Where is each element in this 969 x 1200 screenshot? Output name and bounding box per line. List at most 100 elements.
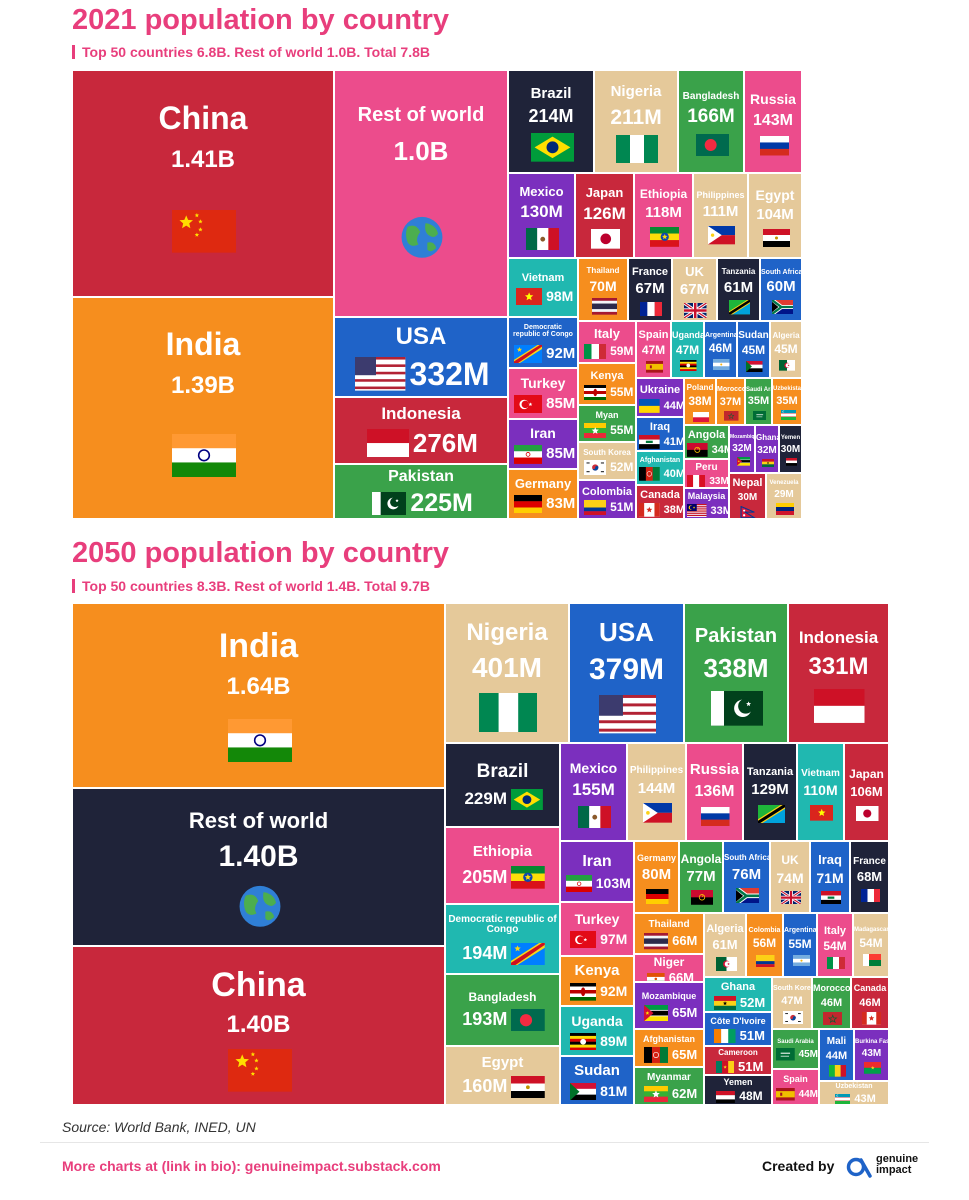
tile-value: 70M <box>589 278 617 295</box>
tile-label: Nepal <box>732 477 763 489</box>
flag-ethiopia-icon <box>510 866 545 889</box>
tile-2050-russia: Russia 136M <box>686 743 743 841</box>
tile-2050-vietnam: Vietnam 110M <box>797 743 844 841</box>
tile-label: Germany <box>514 475 572 491</box>
tile-2050-uzbekistan: Uzbekistan 43M <box>819 1081 889 1105</box>
tile-2021-brazil: Brazil 214M <box>508 70 594 173</box>
tile-label: Argentina <box>705 332 737 340</box>
flag-colombia-icon <box>756 954 775 967</box>
tile-value: 144M <box>637 779 676 797</box>
flag-thailand-icon <box>591 298 617 316</box>
tile-2050-burkina-faso: Burkina Faso 43M <box>854 1029 889 1081</box>
tile-label: South Korea <box>773 985 812 993</box>
tile-2021-uk: UK 67M <box>672 258 717 321</box>
tile-value: 61M <box>723 278 754 296</box>
tile-value: 130M <box>520 202 563 222</box>
tile-2021-usa: USA 332M <box>334 317 508 397</box>
tile-label: Vietnam <box>521 271 565 284</box>
tile-value: 33M <box>709 475 729 487</box>
tile-2050-mozambique: Mozambique 65M <box>634 982 704 1029</box>
tile-2050-brazil: Brazil 229M <box>445 743 560 827</box>
tile-label: France <box>631 266 669 279</box>
tile-2050-south-africa: South Africa 76M <box>723 841 770 913</box>
tile-label: Indonesia <box>381 404 461 424</box>
flag-pakistan-icon <box>371 491 407 515</box>
tile-value: 51M <box>610 500 634 515</box>
tile-value: 160M <box>462 1075 508 1096</box>
subtitle-bar <box>72 579 75 593</box>
tile-label: Saudi Arabia <box>746 386 771 393</box>
flag-ethiopia-icon <box>649 227 680 247</box>
flag-germany-icon <box>646 888 669 904</box>
tile-label: Tanzania <box>721 266 756 276</box>
tile-label: Iran <box>582 852 612 870</box>
tile-value: 143M <box>752 112 794 130</box>
tile-2021-south-africa: South Africa 60M <box>760 258 802 321</box>
tile-value: 1.39B <box>170 371 236 399</box>
tile-value: 46M <box>708 341 733 356</box>
genuine-impact-logo-text: genuine impact <box>876 1154 918 1176</box>
tile-value: 80M <box>641 866 672 884</box>
tile-label: Kenya <box>574 962 620 980</box>
flag-uganda-icon <box>569 1032 597 1051</box>
genuine-impact-logo-icon <box>846 1157 872 1178</box>
flag-russia-icon <box>759 136 789 156</box>
tile-label: Angola <box>680 851 722 866</box>
tile-label: Russia <box>750 90 796 107</box>
tile-label: Morocco <box>813 983 851 994</box>
tile-2050-iran: Iran 103M <box>560 841 634 902</box>
tile-value: 68M <box>856 869 883 885</box>
flag-usa-icon <box>355 357 406 391</box>
tile-value: 45M <box>798 1049 819 1061</box>
flag-turkey-icon <box>569 930 597 949</box>
flag-bangladesh-icon <box>695 134 729 157</box>
tile-label: China <box>211 965 306 1004</box>
tile-2021-india: India 1.39B <box>72 297 334 519</box>
tile-2021-vietnam: Vietnam 98M <box>508 258 578 317</box>
flag-philippines-icon <box>707 226 736 245</box>
tile-label: Iraq <box>649 420 671 433</box>
tile-2050-turkey: Turkey 97M <box>560 902 634 956</box>
globe-icon <box>401 217 443 259</box>
tile-label: Uzbekistan <box>773 386 802 392</box>
tile-2021-france: France 67M <box>628 258 672 321</box>
flag-kenya-icon <box>569 983 597 1001</box>
tile-value: 51M <box>739 1028 765 1044</box>
tile-2021-bangladesh: Bangladesh 166M <box>678 70 744 173</box>
tile-2050-thailand: Thailand 66M <box>634 913 704 954</box>
more-charts-link[interactable]: More charts at (link in bio): genuineimp… <box>62 1158 441 1174</box>
flag-india-icon <box>227 719 292 763</box>
tile-2050-iraq: Iraq 71M <box>810 841 850 913</box>
flag-yemen-icon <box>716 1090 736 1104</box>
logo-line-2: impact <box>876 1164 912 1176</box>
tile-label: Côte D'Ivoire <box>710 1015 766 1026</box>
tile-value: 66M <box>672 933 698 949</box>
flag-ghana-icon <box>762 459 774 468</box>
flag-burkina-icon <box>863 1062 882 1075</box>
tile-label: Vietnam <box>801 767 840 779</box>
flag-argentina-icon <box>792 955 810 967</box>
tile-2021-mozambique: Mozambique 32M <box>729 425 755 473</box>
tile-value: 331M <box>808 652 869 680</box>
tile-value: 38M <box>663 504 684 517</box>
flag-angola-icon <box>691 890 713 906</box>
tile-value: 338M <box>703 652 769 683</box>
tile-label: Japan <box>849 766 884 781</box>
tile-value: 65M <box>671 1047 698 1063</box>
tile-label: Ghana <box>720 980 756 993</box>
tile-label: Colombia <box>581 485 633 498</box>
tile-label: Saudi Arabia <box>777 1039 814 1046</box>
flag-italy-icon <box>827 957 845 970</box>
tile-value: 54M <box>859 935 883 950</box>
tile-2021-peru: Peru 33M <box>684 459 729 488</box>
tile-value: 205M <box>462 866 508 887</box>
tile-2021-philippines: Philippines 111M <box>693 173 748 258</box>
tile-value: 67M <box>635 280 665 298</box>
flag-mozambique-icon <box>736 457 750 466</box>
flag-brazil-icon <box>530 133 574 162</box>
tile-label: Brazil <box>476 760 529 782</box>
flag-uzbekistan-icon <box>780 410 796 421</box>
tile-value: 92M <box>600 983 628 1000</box>
tile-value: 44M <box>663 399 684 412</box>
flag-iraq-icon <box>639 435 660 450</box>
